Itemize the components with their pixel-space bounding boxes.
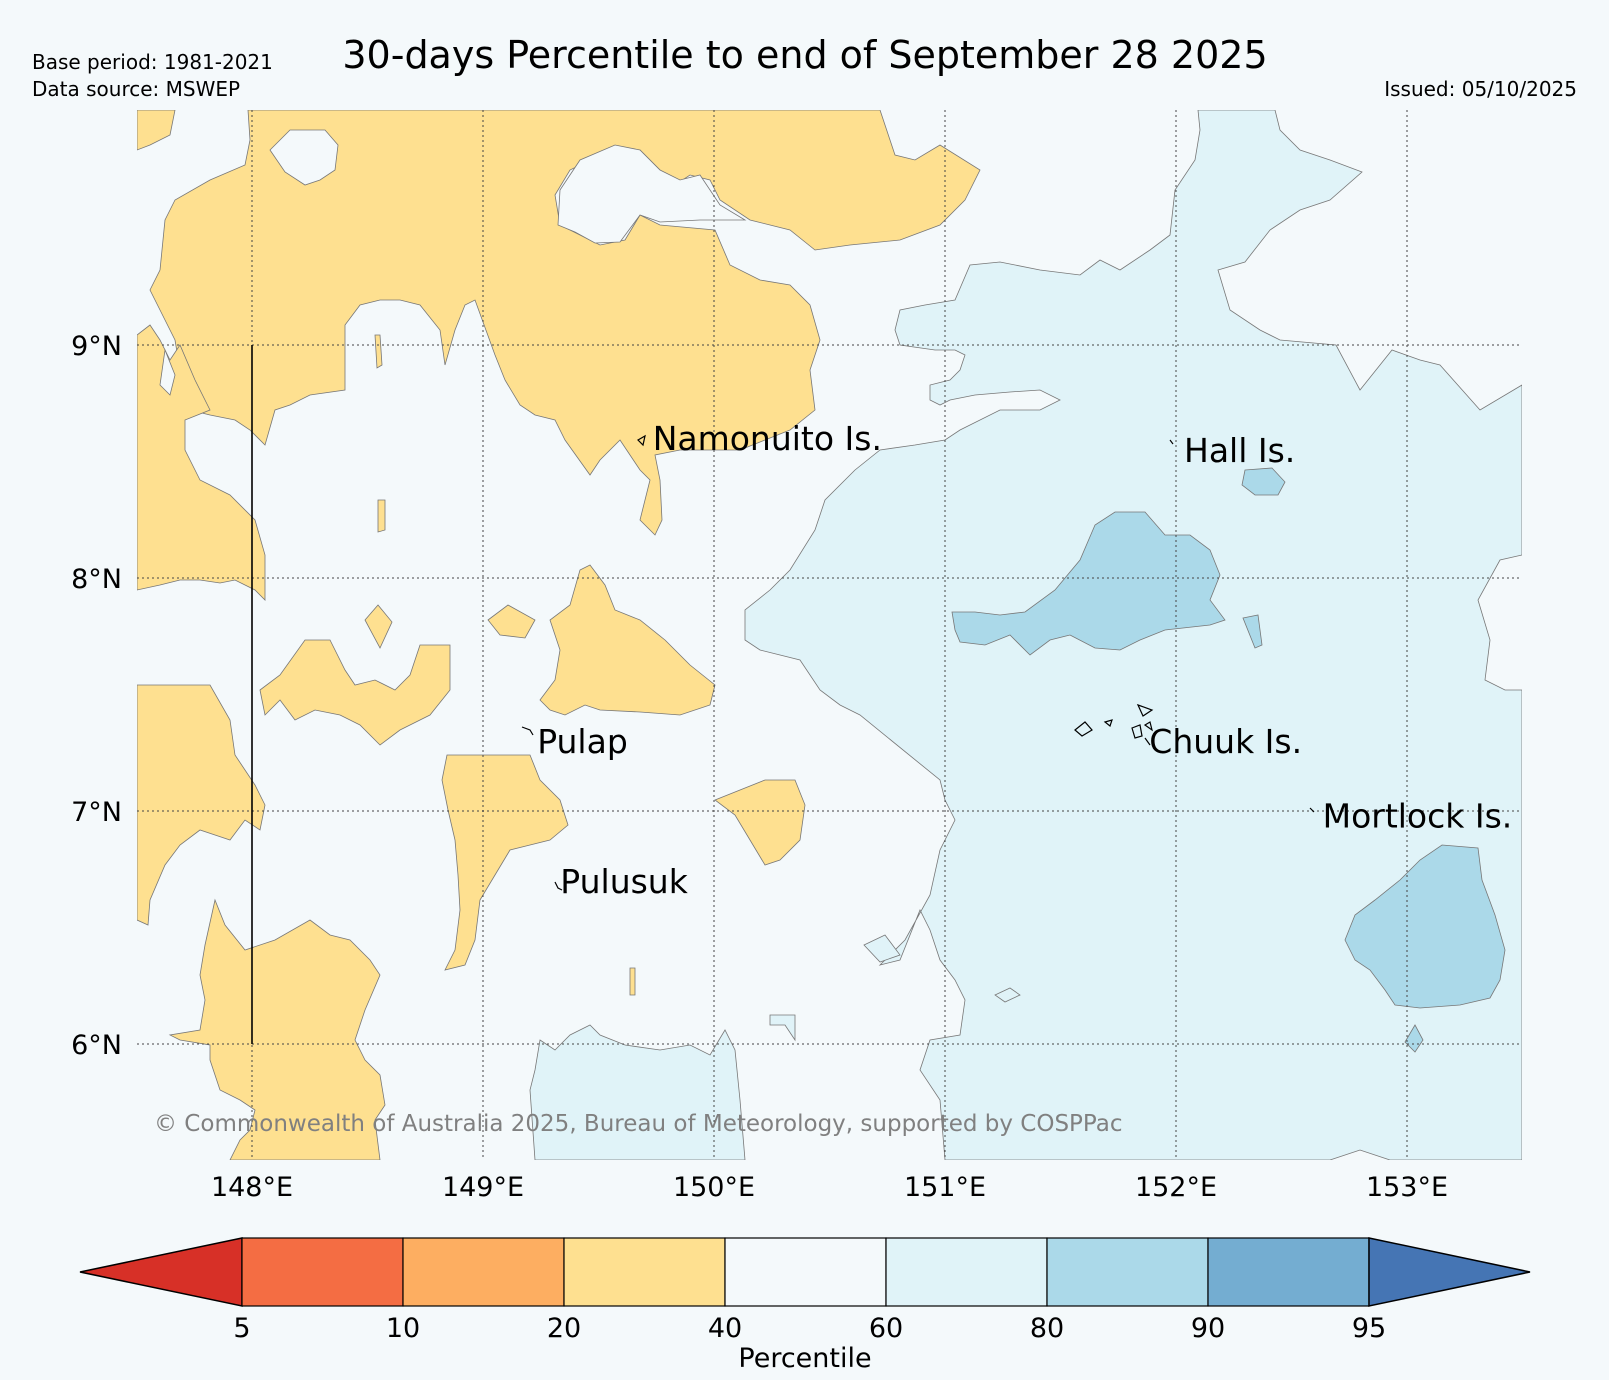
region-80-90-hall — [1241, 467, 1286, 496]
region-60-80-islet-c — [994, 987, 1021, 1003]
region-20-40-northwest — [137, 110, 176, 151]
place-label-pulap: Pulap — [537, 722, 628, 761]
lat-label-7n: 7°N — [71, 797, 122, 828]
region-20-40-southwest-b — [168, 898, 386, 1160]
colorbar-tick-5: 5 — [233, 1313, 250, 1344]
colorbar-60-80 — [885, 1237, 1048, 1307]
place-label-chuuk-is: Chuuk Is. — [1149, 722, 1302, 761]
colorbar-10-20 — [402, 1237, 565, 1307]
lon-label-150e: 150°E — [673, 1172, 755, 1203]
colorbar-tick-95: 95 — [1352, 1313, 1386, 1344]
region-20-40-sliver-b — [377, 499, 386, 533]
place-labels: Namonuito Is. Hall Is. Pulap Chuuk Is. Mortl… — [537, 419, 1512, 901]
region-80-90-mortlock — [1344, 844, 1506, 1009]
region-20-40-east-center — [714, 779, 806, 866]
map-title: 30-days Percentile to end of September 2… — [342, 33, 1267, 77]
colorbar-tick-20: 20 — [547, 1313, 581, 1344]
region-20-40-sliver-c — [629, 967, 636, 996]
colorbar-below-5 — [79, 1237, 243, 1307]
colorbar-80-90 — [1046, 1237, 1209, 1307]
region-80-90-islet-a — [1242, 614, 1263, 649]
lon-label-151e: 151°E — [904, 1172, 986, 1203]
region-20-40-sliver-a — [374, 334, 383, 369]
region-20-40-west-hole — [159, 348, 176, 396]
region-20-40-small-b — [487, 604, 536, 639]
place-label-hall-is: Hall Is. — [1184, 431, 1295, 470]
lon-label-152e: 152°E — [1135, 1172, 1217, 1203]
colorbar-tick-90: 90 — [1191, 1313, 1225, 1344]
lat-label-6n: 6°N — [71, 1030, 122, 1061]
region-60-80-islet-a — [769, 1014, 796, 1042]
place-label-namonuito-is: Namonuito Is. — [653, 419, 882, 458]
lat-label-8n: 8°N — [71, 564, 122, 595]
region-60-80-islet-b — [863, 934, 901, 963]
place-label-mortlock-is: Mortlock Is. — [1323, 797, 1513, 836]
data-source: Data source: MSWEP — [32, 77, 240, 101]
colorbar-tick-40: 40 — [708, 1313, 742, 1344]
region-80-90-chuuk-north — [951, 511, 1226, 656]
region-80-90-islet-b — [1404, 1024, 1424, 1053]
colorbar-tick-80: 80 — [1030, 1313, 1064, 1344]
colorbar-40-60 — [724, 1237, 887, 1307]
lon-label-148e: 148°E — [211, 1172, 293, 1203]
map-panel: © Commonwealth of Australia 2025, Bureau… — [137, 110, 1522, 1160]
place-label-pulusuk: Pulusuk — [560, 862, 688, 901]
region-20-40-small-a — [364, 604, 393, 649]
region-20-40-north-hole-b — [557, 144, 747, 244]
region-20-40-southwest-a — [137, 684, 266, 926]
lon-label-149e: 149°E — [442, 1172, 524, 1203]
latitude-labels: 9°N 8°N 7°N 6°N — [71, 331, 122, 1061]
colorbar-label: Percentile — [738, 1343, 871, 1374]
region-60-80-south — [529, 1024, 746, 1160]
colorbar-tick-60: 60 — [869, 1313, 903, 1344]
longitude-labels: 148°E 149°E 150°E 151°E 152°E 153°E — [211, 1172, 1448, 1203]
island-outlines — [521, 434, 1315, 891]
copyright-notice: © Commonwealth of Australia 2025, Bureau… — [154, 1111, 1123, 1137]
region-20-40-center-west — [259, 639, 451, 746]
colorbar-above-95 — [1368, 1237, 1531, 1307]
base-period: Base period: 1981-2021 — [32, 50, 273, 74]
colorbar-90-95 — [1207, 1237, 1370, 1307]
lat-label-9n: 9°N — [71, 331, 122, 362]
colorbar: 5 10 20 40 60 80 90 95 Percentile — [79, 1237, 1531, 1374]
region-20-40-center — [539, 564, 716, 716]
lon-label-153e: 153°E — [1366, 1172, 1448, 1203]
region-20-40-north-hole-a — [269, 129, 339, 186]
region-20-40-pulap — [441, 754, 569, 971]
issued-date: Issued: 05/10/2025 — [1384, 77, 1577, 101]
colorbar-5-10 — [241, 1237, 404, 1307]
colorbar-tick-10: 10 — [386, 1313, 420, 1344]
colorbar-20-40 — [563, 1237, 726, 1307]
